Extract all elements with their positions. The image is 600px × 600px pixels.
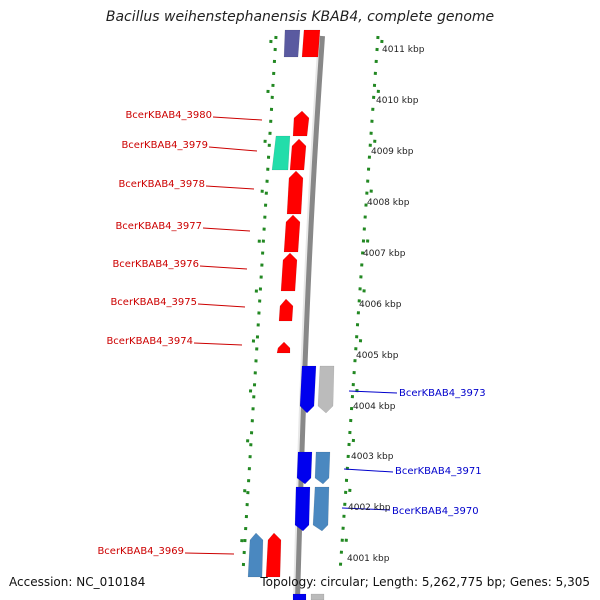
tick-label: 4009 kbp xyxy=(371,147,414,157)
leader-line xyxy=(341,507,391,511)
leader-line xyxy=(199,265,248,270)
gene-label-reverse: BcerKBAB4_3973 xyxy=(399,388,486,399)
leader-line xyxy=(343,468,394,473)
leader-line xyxy=(348,390,398,394)
tick-label: 4005 kbp xyxy=(356,351,399,361)
leader-line xyxy=(184,552,235,555)
gene-bottom-blue xyxy=(292,593,307,600)
gene-3976 xyxy=(280,252,298,292)
map-title: Bacillus weihenstephanensis KBAB4, compl… xyxy=(105,9,495,25)
accession-label: Accession: NC_010184 xyxy=(9,575,146,589)
gene-3973 xyxy=(299,365,317,414)
leader-line xyxy=(205,185,255,190)
gene-3970 xyxy=(294,486,311,532)
topology-label: Topology: circular; Length: 5,262,775 bp… xyxy=(260,575,590,589)
gene-3974 xyxy=(276,341,291,354)
tick-label: 4006 kbp xyxy=(359,300,402,310)
gene-label-forward: BcerKBAB4_3974 xyxy=(106,336,193,347)
leader-line xyxy=(193,342,243,346)
leader-line xyxy=(208,146,258,152)
gene-3975 xyxy=(278,298,294,322)
gene-top-purple xyxy=(283,29,301,58)
tick-label: 4008 kbp xyxy=(367,198,410,208)
gene-label-forward: BcerKBAB4_3978 xyxy=(118,179,205,190)
gene-3979-rna xyxy=(271,135,291,171)
outer-ring-left xyxy=(241,35,278,573)
gene-label-forward: BcerKBAB4_3979 xyxy=(121,140,208,151)
gene-3969-alt xyxy=(247,532,264,578)
leader-line xyxy=(212,116,263,121)
gene-label-forward: BcerKBAB4_3976 xyxy=(112,259,199,270)
gene-label-forward: BcerKBAB4_3969 xyxy=(97,546,184,557)
gene-top-red xyxy=(301,29,321,58)
gene-3970-alt xyxy=(312,486,330,532)
gene-label-reverse: BcerKBAB4_3971 xyxy=(395,466,482,477)
gene-3979 xyxy=(289,138,307,171)
gene-3971-alt xyxy=(314,451,331,485)
gene-label-forward: BcerKBAB4_3977 xyxy=(115,221,202,232)
tick-label: 4003 kbp xyxy=(351,452,394,462)
tick-label: 4004 kbp xyxy=(353,402,396,412)
gene-3977 xyxy=(283,214,301,253)
tick-label: 4001 kbp xyxy=(347,554,390,564)
tick-label: 4010 kbp xyxy=(376,96,419,106)
gene-3980 xyxy=(292,110,310,137)
gene-label-forward: BcerKBAB4_3980 xyxy=(125,110,212,121)
leader-line xyxy=(197,303,246,308)
gene-3971 xyxy=(296,451,313,485)
tick-label: 4002 kbp xyxy=(348,503,391,513)
tick-label: 4011 kbp xyxy=(382,45,425,55)
gene-label-reverse: BcerKBAB4_3970 xyxy=(392,506,479,517)
leader-line xyxy=(202,227,251,232)
gene-3969 xyxy=(265,532,282,578)
gene-label-forward: BcerKBAB4_3975 xyxy=(110,297,197,308)
tick-label: 4007 kbp xyxy=(363,249,406,259)
gene-bottom-grey xyxy=(310,593,325,600)
gene-3978 xyxy=(286,170,304,215)
gene-3973-grey xyxy=(317,365,335,414)
